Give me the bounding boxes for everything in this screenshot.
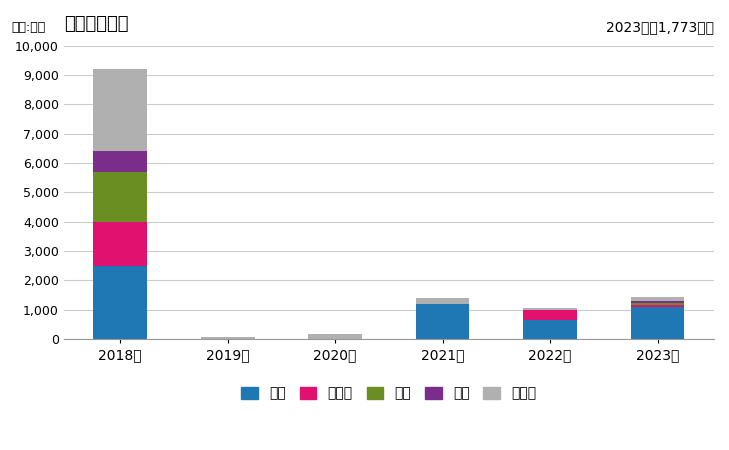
Bar (93, 266, 147, 339)
Legend: 中国, インド, 英国, 台湾, その他: 中国, インド, 英国, 台湾, その他 (236, 381, 542, 406)
Text: 輸出量の推移: 輸出量の推移 (63, 15, 128, 33)
Bar (631, 305, 685, 306)
Bar (416, 304, 469, 339)
Bar (631, 302, 685, 303)
Text: 2023年：1,773トン: 2023年：1,773トン (606, 20, 714, 34)
Bar (308, 334, 362, 339)
Bar (523, 308, 577, 310)
Bar (631, 306, 685, 339)
Bar (416, 298, 469, 304)
Bar (93, 172, 147, 221)
Bar (93, 68, 147, 151)
Bar (523, 310, 577, 320)
Bar (93, 151, 147, 172)
Text: 単位:トン: 単位:トン (12, 21, 46, 34)
Bar (631, 297, 685, 302)
Bar (631, 303, 685, 305)
Bar (523, 320, 577, 339)
Bar (200, 338, 254, 339)
Bar (93, 221, 147, 266)
